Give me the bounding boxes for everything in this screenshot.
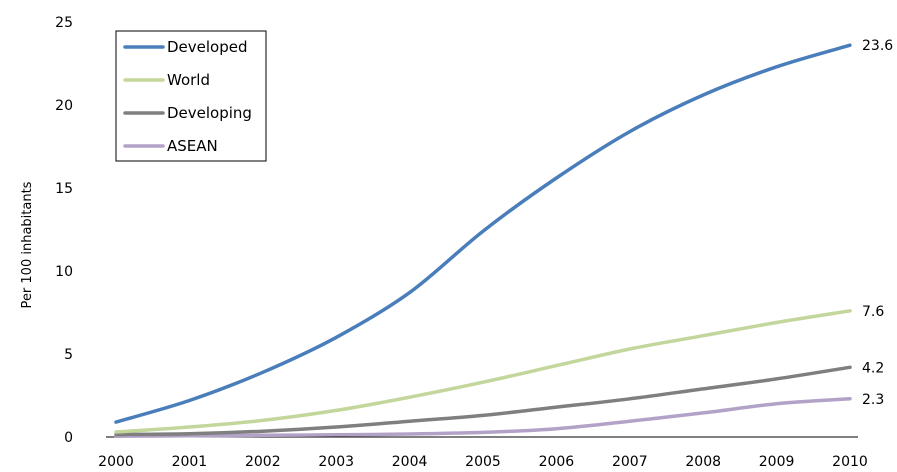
x-tick-label: 2005 [465, 454, 501, 470]
y-axis-title: Per 100 inhabitants [20, 181, 35, 308]
series-line-world [114, 309, 852, 434]
x-tick-label: 2010 [832, 454, 868, 470]
x-tick-label: 2001 [172, 454, 208, 470]
y-tick-label: 10 [55, 264, 73, 280]
x-tick-label: 2000 [98, 454, 134, 470]
end-label-world: 7.6 [862, 304, 884, 320]
y-tick-label: 5 [64, 347, 73, 363]
series-line-asean [114, 397, 852, 438]
y-tick-label: 25 [55, 15, 73, 31]
x-tick-label: 2003 [318, 454, 354, 470]
x-tick-label: 2008 [685, 454, 721, 470]
end-label-asean: 2.3 [862, 392, 884, 408]
legend-label-world: World [167, 71, 210, 89]
series-line-developing [114, 365, 852, 437]
x-tick-label: 2006 [539, 454, 575, 470]
legend-box [115, 30, 267, 162]
legend-label-asean: ASEAN [167, 137, 218, 155]
y-tick-label: 15 [55, 181, 73, 197]
series-group [114, 43, 852, 438]
end-label-developing: 4.2 [862, 360, 884, 376]
end-label-developed: 23.6 [862, 38, 893, 54]
x-tick-label: 2002 [245, 454, 281, 470]
legend-label-developed: Developed [167, 38, 248, 56]
end-labels: 23.6 7.6 4.2 2.3 [862, 38, 893, 408]
x-axis-ticks: 2000 2001 2002 2003 2004 2005 2006 2007 2008 2009… [98, 454, 868, 470]
legend: Developed World Developing ASEAN [115, 30, 267, 162]
y-tick-label: 20 [55, 98, 73, 114]
y-axis-ticks: 0 5 10 15 20 25 [55, 15, 73, 446]
x-tick-label: 2007 [612, 454, 648, 470]
y-tick-label: 0 [64, 430, 73, 446]
series-line-developed [114, 43, 852, 424]
x-tick-label: 2009 [759, 454, 795, 470]
legend-label-developing: Developing [167, 104, 252, 122]
x-tick-label: 2004 [392, 454, 428, 470]
